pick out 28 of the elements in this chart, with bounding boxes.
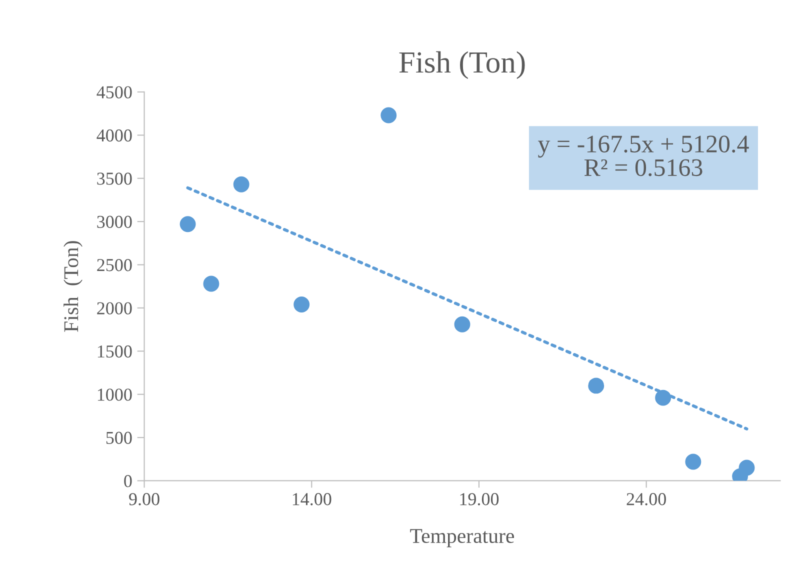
chart-title: Fish (Ton): [399, 51, 525, 80]
x-tick-label: 19.00: [460, 493, 499, 506]
point: [233, 176, 250, 192]
annotation: y = -167.5x + 5120.4 R² = 0.5163: [538, 136, 749, 176]
point: [294, 296, 310, 312]
y-tick-label: 500: [106, 432, 132, 444]
point: [685, 454, 702, 470]
y-tick-label: 4500: [96, 86, 132, 98]
y-axis-title: Fish (Ton): [64, 241, 82, 332]
y-tick-label: 1000: [98, 388, 132, 401]
point: [180, 216, 196, 232]
y-tick-label: 3500: [97, 172, 132, 185]
x-axis-title: Temperature: [410, 529, 514, 548]
point: [454, 316, 470, 332]
point: [588, 378, 604, 394]
y-tick-label: 3000: [97, 216, 132, 228]
point: [203, 276, 220, 292]
y-tick-label: 4000: [96, 129, 132, 142]
y-tick-label: 1500: [98, 345, 132, 358]
point: [655, 390, 672, 406]
x-tick-label: 24.00: [626, 493, 666, 506]
y-tick-label: 2000: [97, 302, 132, 314]
y-tick-label: 0: [124, 474, 132, 488]
y-tick-label: 2500: [97, 259, 132, 272]
point: [738, 460, 755, 476]
point: [380, 107, 397, 124]
x-tick-label: 14.00: [292, 493, 332, 506]
x-tick-label: 9.00: [129, 493, 160, 506]
